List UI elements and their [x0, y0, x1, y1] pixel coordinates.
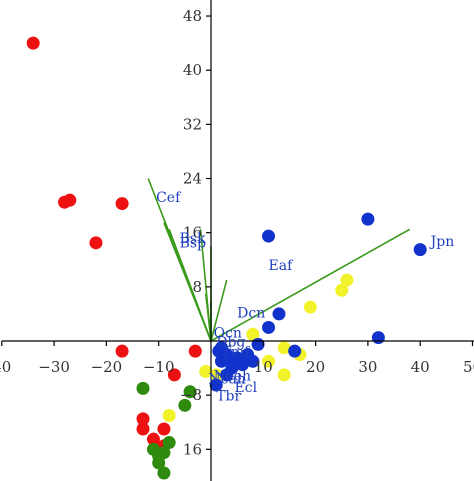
y-tick-label-6: 40 — [183, 61, 202, 79]
data-point-blue-17 — [209, 378, 223, 392]
data-point-red-8 — [136, 412, 150, 426]
loading-vector-8 — [204, 293, 212, 342]
y-tick-label-7: 48 — [183, 7, 202, 25]
vector-label-4: Jpn — [429, 234, 455, 250]
x-tick-label-3: −10 — [143, 358, 175, 376]
data-point-yellow-3 — [277, 341, 291, 355]
vector-label-11: Ecl — [235, 380, 258, 396]
data-point-red-2 — [63, 193, 77, 207]
x-tick-label-7: 40 — [411, 358, 430, 376]
data-point-blue-19 — [246, 354, 260, 368]
data-point-red-6 — [188, 344, 202, 358]
y-tick-label-5: 32 — [183, 115, 202, 133]
vector-label-9: Ncah — [208, 372, 245, 388]
y-tick-label-4: 24 — [183, 170, 202, 188]
loading-vector-3 — [168, 229, 212, 342]
vector-label-5: Dcn — [237, 305, 265, 321]
data-point-yellow-2 — [303, 300, 317, 314]
x-tick-label-6: 30 — [358, 358, 377, 376]
data-point-blue-7 — [371, 331, 385, 345]
data-point-blue-18 — [212, 344, 226, 358]
vector-label-6: Ocn — [214, 326, 242, 342]
data-point-yellow-5 — [262, 354, 276, 368]
loading-vector-6 — [210, 228, 411, 342]
x-tick-label-8: 50 — [463, 358, 474, 376]
y-tick-label-3: 16 — [183, 224, 202, 242]
vector-label-12: Tbr — [216, 389, 241, 405]
data-point-green-5 — [152, 456, 166, 470]
data-point-blue-14 — [214, 354, 228, 368]
data-point-blue-12 — [235, 358, 249, 372]
data-point-green-7 — [157, 466, 171, 480]
data-point-blue-0 — [413, 243, 427, 257]
data-point-blue-16 — [220, 368, 234, 382]
vector-label-0: Cef — [156, 190, 182, 206]
data-point-blue-4 — [262, 320, 276, 334]
data-point-yellow-6 — [277, 368, 291, 382]
x-tick-label-2: −20 — [91, 358, 123, 376]
vector-label-7: Dbg — [216, 334, 245, 350]
y-tick-label-0: 16 — [183, 440, 202, 458]
data-point-red-3 — [115, 197, 129, 211]
data-point-blue-6 — [288, 344, 302, 358]
vector-label-10: Nceh — [214, 368, 251, 384]
data-point-blue-3 — [272, 307, 286, 321]
vector-label-8: Tmf — [221, 345, 251, 361]
data-point-yellow-0 — [340, 273, 354, 287]
data-point-green-2 — [183, 385, 197, 399]
x-tick-label-5: 20 — [306, 358, 325, 376]
y-tick-label-1: −8 — [180, 386, 202, 404]
data-point-yellow-9 — [199, 364, 213, 378]
data-point-red-5 — [115, 344, 129, 358]
data-point-blue-1 — [361, 212, 375, 226]
data-point-green-0 — [136, 381, 150, 395]
data-point-green-8 — [162, 436, 176, 450]
data-point-yellow-7 — [246, 327, 260, 341]
data-point-green-1 — [178, 398, 192, 412]
data-point-yellow-8 — [162, 408, 176, 422]
data-point-yellow-10 — [209, 368, 223, 382]
x-tick-label-1: −30 — [38, 358, 70, 376]
x-tick-label-4: 10 — [254, 358, 273, 376]
data-point-yellow-1 — [335, 283, 349, 297]
vector-label-3: Eaf — [269, 258, 295, 274]
y-tick-label-2: 8 — [192, 278, 202, 296]
data-point-red-4 — [89, 236, 103, 250]
data-point-red-11 — [146, 432, 160, 446]
data-point-red-0 — [26, 36, 40, 50]
data-point-green-6 — [157, 446, 171, 460]
vector-label-1: Bsk — [180, 231, 206, 247]
data-point-red-7 — [167, 368, 181, 382]
data-point-blue-5 — [251, 337, 265, 351]
scatter-points — [26, 36, 427, 480]
data-point-red-10 — [157, 422, 171, 436]
data-point-red-9 — [136, 422, 150, 436]
x-tick-label-0: 40 — [0, 358, 11, 376]
vector-label-2: Bsp — [180, 236, 206, 252]
data-point-blue-2 — [262, 229, 276, 243]
loading-vector-7 — [210, 279, 228, 342]
